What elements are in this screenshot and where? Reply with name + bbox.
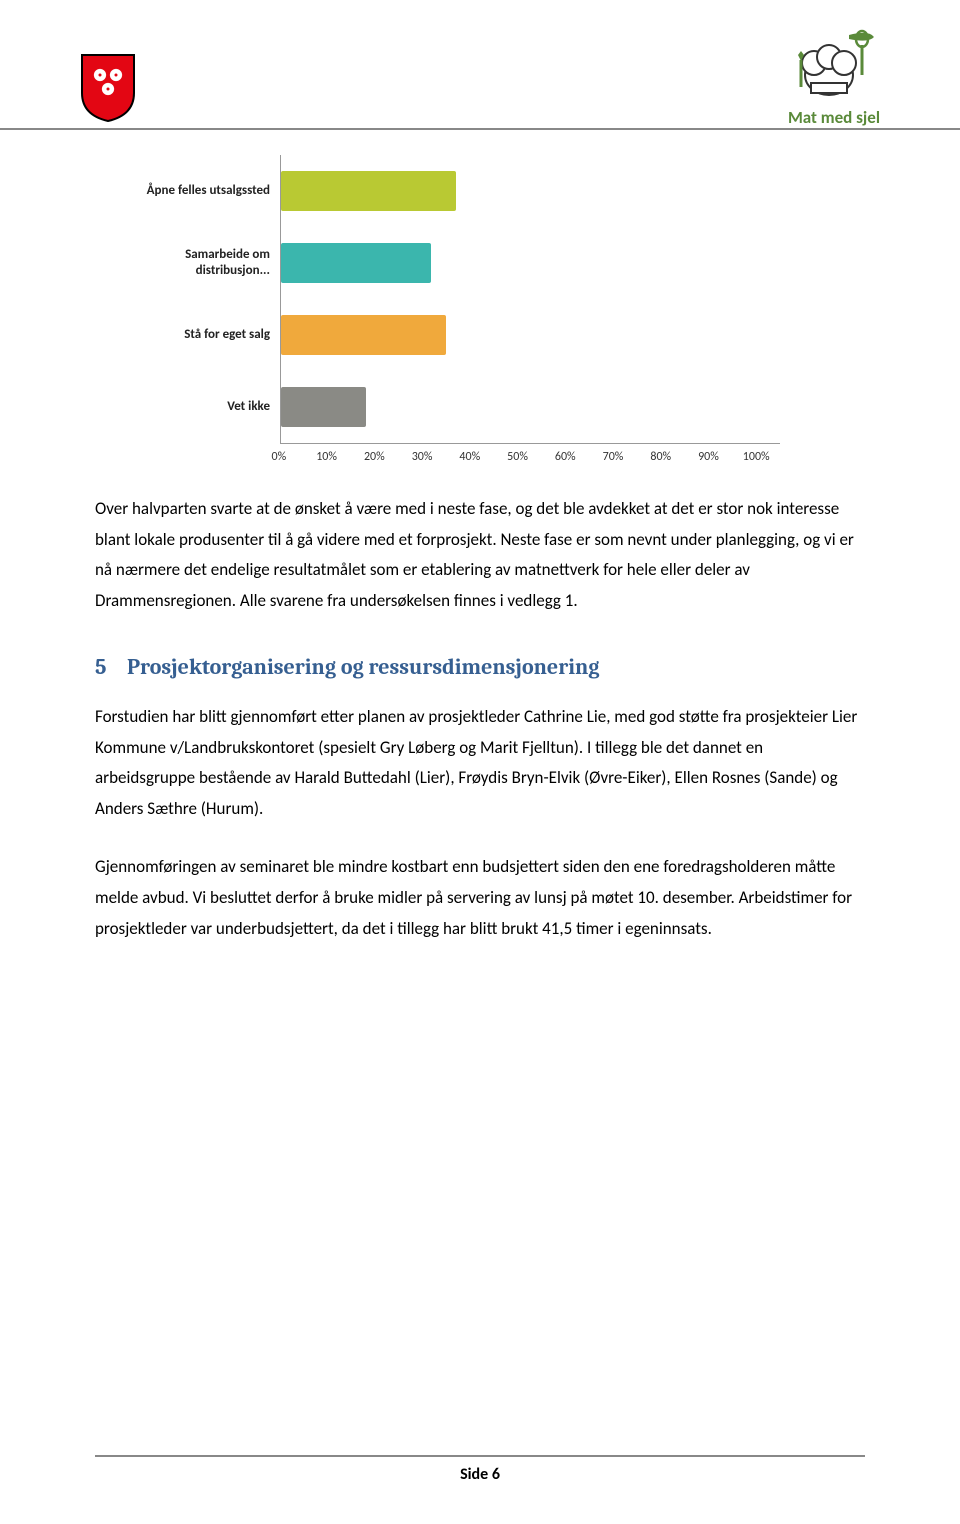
document-body: Over halvparten svarte at de ønsket å væ… <box>0 494 960 944</box>
paragraph-3: Gjennomføringen av seminaret ble mindre … <box>95 852 865 944</box>
chart-bar <box>281 387 366 427</box>
page-footer: Side 6 <box>0 1455 960 1484</box>
chart-tick: 20% <box>350 450 398 464</box>
chart-bar-label: Samarbeide om distribusjon... <box>140 247 280 278</box>
chef-hat-icon <box>789 25 879 105</box>
section-heading: 5Prosjektorganisering og ressursdimensjo… <box>95 648 865 688</box>
chart-tick: 10% <box>303 450 351 464</box>
chart-tick: 30% <box>398 450 446 464</box>
shield-logo <box>80 53 136 128</box>
chart-bar-track <box>280 299 820 371</box>
chart-tick: 80% <box>637 450 685 464</box>
chart-bar-label: Stå for eget salg <box>140 327 280 343</box>
chart-row: Stå for eget salg <box>140 299 820 371</box>
chart-tick: 100% <box>732 450 780 464</box>
section-title: Prosjektorganisering og ressursdimensjon… <box>127 654 599 680</box>
chart-row: Samarbeide om distribusjon... <box>140 227 820 299</box>
chart-row: Vet ikke <box>140 371 820 443</box>
brand-text: Mat med sjel <box>788 107 880 128</box>
page-header: Mat med sjel <box>0 0 960 130</box>
survey-chart: Åpne felles utsalgssted Samarbeide om dis… <box>140 155 820 464</box>
footer-rule <box>95 1455 865 1457</box>
chart-tick: 70% <box>589 450 637 464</box>
brand-logo: Mat med sjel <box>788 25 880 128</box>
chart-row: Åpne felles utsalgssted <box>140 155 820 227</box>
chart-bar-label: Åpne felles utsalgssted <box>140 183 280 199</box>
chart-bar <box>281 243 431 283</box>
chart-bar <box>281 171 456 211</box>
chart-bar <box>281 315 446 355</box>
chart-tick: 60% <box>541 450 589 464</box>
paragraph-2: Forstudien har blitt gjennomført etter p… <box>95 702 865 824</box>
chart-tick: 40% <box>446 450 494 464</box>
paragraph-1: Over halvparten svarte at de ønsket å væ… <box>95 494 865 616</box>
chart-tick: 90% <box>685 450 733 464</box>
chart-bar-track <box>280 155 820 227</box>
chart-tick: 0% <box>255 450 303 464</box>
page-number: Side 6 <box>0 1465 960 1484</box>
chart-bar-track <box>280 371 820 443</box>
chart-tick: 50% <box>494 450 542 464</box>
chart-bar-label: Vet ikke <box>140 399 280 415</box>
chart-bar-track <box>280 227 820 299</box>
section-number: 5 <box>95 648 127 688</box>
